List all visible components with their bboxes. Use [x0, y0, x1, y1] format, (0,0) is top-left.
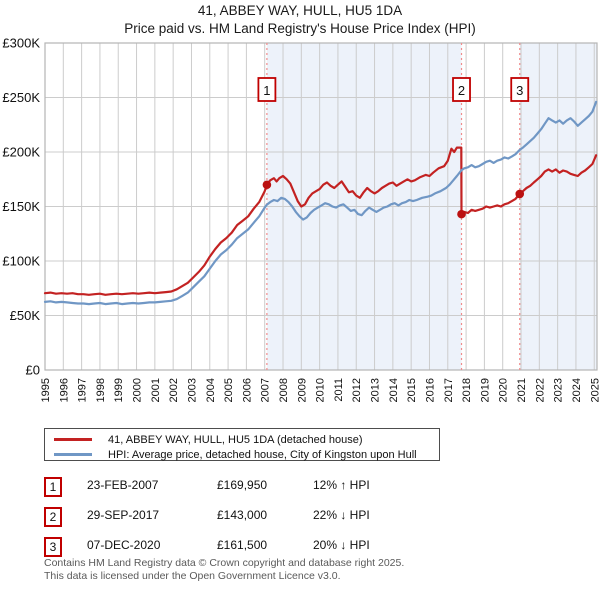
footer: Contains HM Land Registry data © Crown c…	[44, 557, 584, 582]
sale-point-3	[515, 189, 525, 199]
sale-marker-box	[257, 77, 277, 102]
x-tick-label: 2020	[498, 378, 510, 402]
x-tick-label: 2021	[516, 378, 528, 402]
legend-swatch-price-paid	[54, 438, 92, 441]
legend-label: 41, ABBEY WAY, HULL, HU5 1DA (detached h…	[108, 433, 363, 446]
x-tick-label: 2023	[553, 378, 565, 402]
sale-marker-1: 1	[257, 77, 277, 102]
x-tick-label: 2014	[388, 378, 400, 402]
transaction-price: £161,500	[217, 538, 268, 552]
x-tick-label: 1996	[58, 378, 70, 402]
x-tick-label: 2019	[479, 378, 491, 402]
x-tick-label: 2000	[132, 378, 144, 402]
transaction-hpi-delta: 20% ↓ HPI	[313, 538, 370, 552]
price-paid-line	[43, 146, 598, 296]
y-tick-label: £0	[26, 363, 40, 378]
footer-licence: This data is licensed under the Open Gov…	[44, 569, 341, 582]
y-tick-label: £300K	[2, 36, 40, 51]
transaction-date: 29-SEP-2017	[87, 508, 160, 522]
footer-copyright: Contains HM Land Registry data © Crown c…	[44, 557, 405, 569]
transaction-price: £169,950	[217, 478, 268, 492]
legend-box: 41, ABBEY WAY, HULL, HU5 1DA (detached h…	[44, 428, 440, 461]
x-tick-label: 2022	[534, 378, 546, 402]
y-tick-label: £50K	[10, 308, 41, 323]
transaction-number-badge: 1	[44, 477, 62, 497]
x-tick-label: 2011	[333, 378, 345, 402]
transaction-hpi-delta: 22% ↓ HPI	[313, 508, 370, 522]
x-tick-label: 1995	[40, 378, 52, 402]
chart-title: 41, ABBEY WAY, HULL, HU5 1DA	[197, 3, 403, 18]
x-tick-label: 2018	[461, 378, 473, 402]
x-tick-label: 2024	[571, 378, 583, 402]
chart-subtitle: Price paid vs. HM Land Registry's House …	[124, 21, 476, 36]
legend-swatch-hpi	[54, 453, 92, 456]
y-tick-label: £200K	[2, 145, 40, 160]
sale-marker-number: 1	[263, 83, 270, 98]
x-tick-label: 2012	[351, 378, 363, 402]
transaction-row: 3 07-DEC-2020 £161,500 20% ↓ HPI	[44, 535, 484, 565]
transaction-row: 2 29-SEP-2017 £143,000 22% ↓ HPI	[44, 505, 484, 535]
x-tick-label: 2006	[241, 378, 253, 402]
x-tick-label: 2001	[150, 378, 162, 402]
legend-item: HPI: Average price, detached house, City…	[45, 448, 439, 461]
x-tick-label: 2008	[278, 378, 290, 402]
x-tick-label: 2004	[205, 378, 217, 402]
x-axis-labels: 1995 1996 1997 1998 1999 2000 2001 2002 2003 2004…	[40, 378, 600, 402]
x-tick-label: 2025	[589, 378, 600, 402]
sale-point-2	[457, 209, 466, 219]
transaction-number-badge: 3	[44, 537, 62, 557]
sale-marker-number: 3	[516, 83, 523, 98]
sale-marker-2: 2	[452, 77, 471, 102]
y-tick-label: £100K	[2, 254, 40, 269]
transaction-price: £143,000	[217, 508, 268, 522]
y-tick-label: £250K	[2, 90, 40, 105]
x-tick-label: 2010	[315, 378, 327, 402]
transaction-hpi-delta: 12% ↑ HPI	[313, 478, 370, 492]
transaction-date: 23-FEB-2007	[87, 478, 159, 492]
sale-marker-number: 2	[458, 83, 465, 98]
x-tick-label: 2013	[370, 378, 382, 402]
sale-marker-3: 3	[510, 77, 530, 102]
transaction-number-badge: 2	[44, 507, 62, 527]
x-tick-label: 2009	[296, 378, 308, 402]
x-tick-label: 2015	[406, 378, 418, 402]
x-tick-label: 1997	[77, 378, 89, 402]
x-tick-label: 2002	[168, 378, 180, 402]
legend-label: HPI: Average price, detached house, City…	[108, 448, 417, 461]
x-tick-label: 2005	[223, 378, 235, 402]
y-axis-labels: £0 £50K £100K £150K £200K £250K £300K	[2, 36, 40, 378]
x-tick-label: 1999	[113, 378, 125, 402]
x-tick-label: 2016	[424, 378, 436, 402]
x-tick-label: 2017	[443, 378, 455, 402]
plot-frame	[44, 42, 598, 371]
x-tick-label: 1998	[95, 378, 107, 402]
x-tick-label: 2007	[260, 378, 272, 402]
sale-marker-box	[452, 77, 471, 102]
legend-item: 41, ABBEY WAY, HULL, HU5 1DA (detached h…	[45, 433, 439, 446]
sale-point-1	[262, 180, 272, 190]
transaction-row: 1 23-FEB-2007 £169,950 12% ↑ HPI	[44, 475, 484, 505]
sale-marker-box	[510, 77, 530, 102]
transactions-table: 1 23-FEB-2007 £169,950 12% ↑ HPI 2 29-SEP-201…	[44, 475, 484, 565]
hpi-line	[43, 100, 598, 306]
transaction-date: 07-DEC-2020	[87, 538, 161, 552]
y-tick-label: £150K	[2, 199, 40, 214]
x-tick-label: 2003	[186, 378, 198, 402]
